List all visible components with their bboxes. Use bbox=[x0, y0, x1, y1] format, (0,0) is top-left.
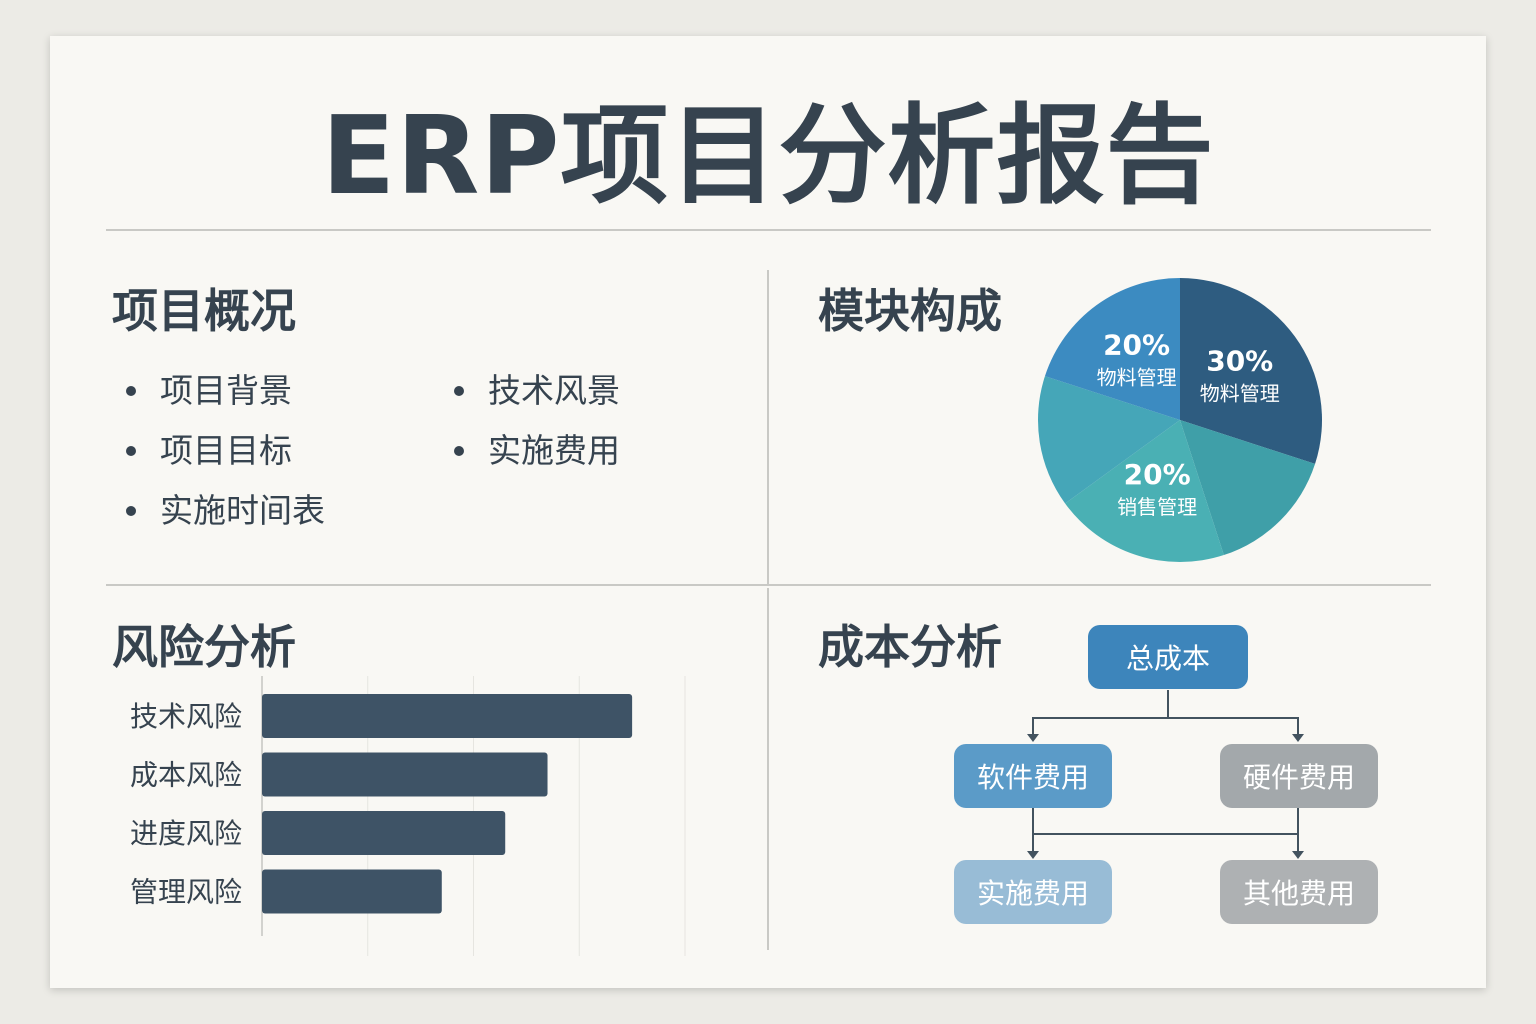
overview-item: 项目目标 bbox=[112, 434, 325, 494]
vertical-divider-top bbox=[767, 270, 769, 584]
overview-item: 实施时间表 bbox=[112, 494, 325, 554]
risk-category-label: 成本风险 bbox=[130, 759, 242, 792]
pie-category-label: 物料管理 bbox=[1200, 382, 1280, 406]
overview-title: 项目概况 bbox=[112, 284, 296, 338]
risk-category-label: 管理风险 bbox=[130, 876, 242, 909]
risk-category-label: 技术风险 bbox=[130, 700, 242, 733]
pie-slice bbox=[1180, 278, 1322, 464]
risk-bar bbox=[262, 869, 442, 914]
software-cost-node: 软件费用 bbox=[954, 744, 1112, 808]
pie-value-label: 20% bbox=[1124, 458, 1191, 491]
implementation-cost-node: 实施费用 bbox=[954, 860, 1112, 924]
pie-value-label: 20% bbox=[1103, 328, 1170, 361]
overview-item: 项目背景 bbox=[112, 374, 325, 434]
vertical-divider-bottom bbox=[767, 588, 769, 950]
risk-bar bbox=[262, 694, 633, 738]
risk-title: 风险分析 bbox=[112, 620, 296, 674]
horizontal-divider bbox=[106, 584, 1431, 586]
pie-slice-blend bbox=[1180, 420, 1316, 556]
overview-list-right: 技术风景 实施费用 bbox=[440, 374, 620, 494]
overview-item: 实施费用 bbox=[440, 434, 620, 494]
pie-category-label: 销售管理 bbox=[1117, 495, 1197, 519]
report-card: ERP项目分析报告 项目概况 项目背景 项目目标 实施时间表 技术风景 实施费用… bbox=[50, 36, 1486, 988]
pie-value-label: 30% bbox=[1206, 345, 1273, 378]
pie-slice bbox=[1065, 420, 1224, 562]
cost-title: 成本分析 bbox=[818, 620, 1002, 674]
title-divider bbox=[106, 229, 1431, 231]
pie-slice bbox=[1044, 278, 1180, 420]
risk-bar bbox=[262, 752, 548, 797]
report-title: ERP项目分析报告 bbox=[321, 94, 1215, 219]
risk-bar bbox=[262, 811, 506, 855]
modules-title: 模块构成 bbox=[818, 284, 1002, 338]
overview-item: 技术风景 bbox=[440, 374, 620, 434]
pie-slice-blend bbox=[1038, 376, 1180, 504]
total-cost-node: 总成本 bbox=[1088, 625, 1248, 689]
module-pie-chart: 30% 物料管理 20% 销售管理 20% 物料管理 bbox=[1038, 278, 1322, 562]
other-cost-node: 其他费用 bbox=[1220, 860, 1378, 924]
risk-category-label: 进度风险 bbox=[130, 817, 242, 850]
pie-category-label: 物料管理 bbox=[1097, 365, 1177, 389]
overview-list-left: 项目背景 项目目标 实施时间表 bbox=[112, 374, 325, 554]
hardware-cost-node: 硬件费用 bbox=[1220, 744, 1378, 808]
